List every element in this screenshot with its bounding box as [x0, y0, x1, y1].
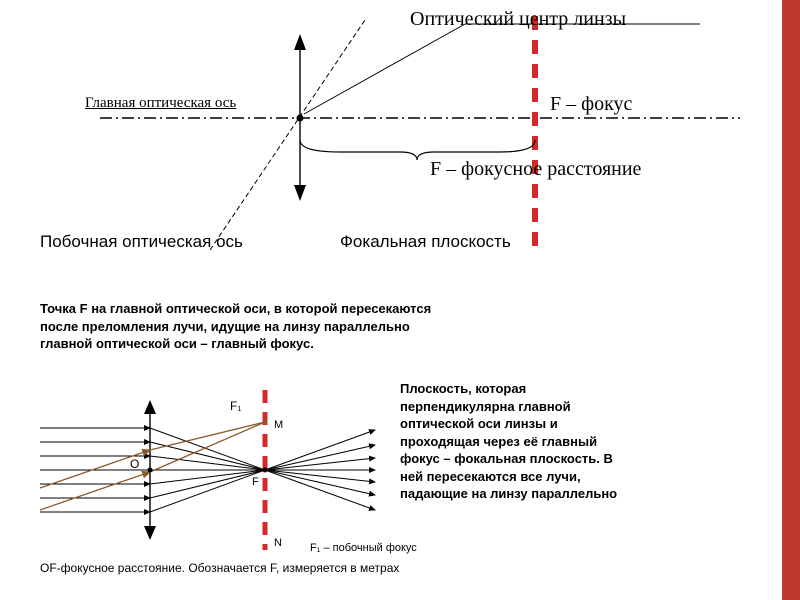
label-focal-distance: F – фокусное расстояние: [430, 158, 641, 181]
svg-text:N: N: [274, 537, 282, 549]
svg-text:M: M: [274, 419, 283, 431]
accent-bar: [782, 0, 800, 600]
label-optical-center: Оптический центр линзы: [410, 8, 626, 31]
label-focus: F – фокус: [550, 93, 632, 116]
diagram-top: Оптический центр линзы Главная оптическа…: [60, 10, 760, 250]
def-focal-plane: Плоскость, которая перпендикулярна главн…: [400, 380, 630, 503]
svg-text:F₁: F₁: [230, 399, 241, 413]
label-focal-plane: Фокальная плоскость: [340, 232, 511, 252]
label-secondary-axis: Побочная оптическая ось: [40, 232, 243, 252]
top-diagram-svg: [60, 10, 760, 260]
caption-of: OF-фокусное расстояние. Обозначается F, …: [40, 560, 400, 576]
label-main-axis: Главная оптическая ось: [85, 95, 236, 112]
svg-text:О: О: [130, 457, 139, 471]
svg-text:F: F: [252, 476, 259, 488]
bottom-diagram-svg: F₁ M N О F: [30, 310, 400, 580]
caption-f1: F₁ – побочный фокус: [310, 542, 417, 554]
diagram-bottom: Точка F на главной оптической оси, в кот…: [30, 300, 770, 590]
